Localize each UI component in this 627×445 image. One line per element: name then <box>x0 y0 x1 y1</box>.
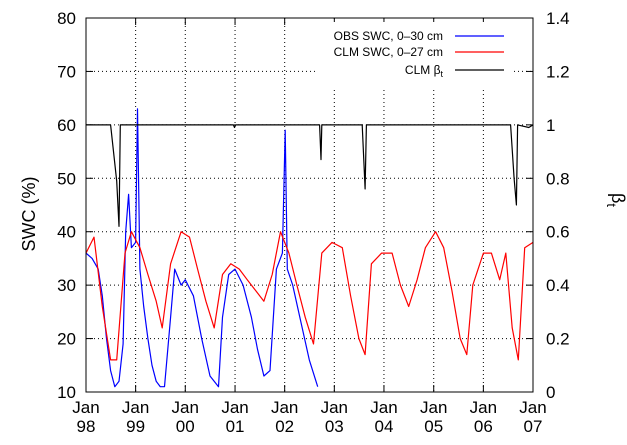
series-line-1 <box>85 231 534 361</box>
x-tick-label-month: Jan <box>470 398 497 417</box>
y-tick-label: 20 <box>57 330 76 349</box>
legend-label-clm: CLM SWC, 0–27 cm <box>334 45 443 59</box>
x-tick-label-year: 05 <box>424 417 443 436</box>
x-tick-label-year: 01 <box>226 417 245 436</box>
legend-label-beta-sub: t <box>440 69 443 79</box>
x-tick-label-year: 04 <box>374 417 393 436</box>
series-line-2 <box>86 124 534 227</box>
x-tick-label-year: 02 <box>275 417 294 436</box>
y2-tick-label: 1 <box>546 116 555 135</box>
x-tick-label-month: Jan <box>72 398 99 417</box>
x-tick-label-month: Jan <box>122 398 149 417</box>
y-tick-label: 80 <box>57 9 76 28</box>
tick-marks <box>85 17 534 393</box>
tick-labels: 102030405060708000.20.40.60.811.21.4Jan9… <box>57 9 570 436</box>
legend: OBS SWC, 0–30 cm CLM SWC, 0–27 cm CLM βt <box>318 22 512 88</box>
y-tick-label: 50 <box>57 169 76 188</box>
y2-axis-title-main: β <box>608 193 627 203</box>
y2-tick-label: 0.4 <box>546 276 570 295</box>
x-tick-label-year: 06 <box>474 417 493 436</box>
x-tick-label-month: Jan <box>519 398 546 417</box>
y2-tick-label: 0.6 <box>546 223 570 242</box>
series-line-0 <box>85 108 319 388</box>
y-tick-label: 70 <box>57 62 76 81</box>
y-tick-label: 60 <box>57 116 76 135</box>
x-tick-label-year: 03 <box>325 417 344 436</box>
x-tick-label-month: Jan <box>370 398 397 417</box>
series-layer <box>85 108 534 388</box>
x-tick-label-year: 98 <box>77 417 96 436</box>
legend-label-beta: CLM βt <box>405 63 444 79</box>
x-tick-label-year: 07 <box>524 417 543 436</box>
legend-label-obs: OBS SWC, 0–30 cm <box>334 29 443 43</box>
x-tick-label-month: Jan <box>172 398 199 417</box>
legend-background <box>318 22 512 88</box>
y2-tick-label: 0 <box>546 383 555 402</box>
y2-tick-label: 0.2 <box>546 330 570 349</box>
x-tick-label-year: 99 <box>126 417 145 436</box>
y-tick-label: 40 <box>57 223 76 242</box>
x-tick-label-month: Jan <box>420 398 447 417</box>
y2-tick-label: 1.4 <box>546 9 570 28</box>
plot-frame <box>85 17 534 393</box>
y-tick-label: 30 <box>57 276 76 295</box>
x-tick-label-year: 00 <box>176 417 195 436</box>
y2-tick-label: 1.2 <box>546 62 570 81</box>
legend-label-beta-main: CLM β <box>405 63 441 77</box>
y2-tick-label: 0.8 <box>546 169 570 188</box>
x-tick-label-month: Jan <box>221 398 248 417</box>
x-tick-label-month: Jan <box>271 398 298 417</box>
x-tick-label-month: Jan <box>321 398 348 417</box>
y2-axis-title-sub: t <box>604 203 619 207</box>
y2-axis-title: βt <box>604 193 627 207</box>
y-tick-label: 10 <box>57 383 76 402</box>
y-axis-title: SWC (%) <box>19 177 39 252</box>
